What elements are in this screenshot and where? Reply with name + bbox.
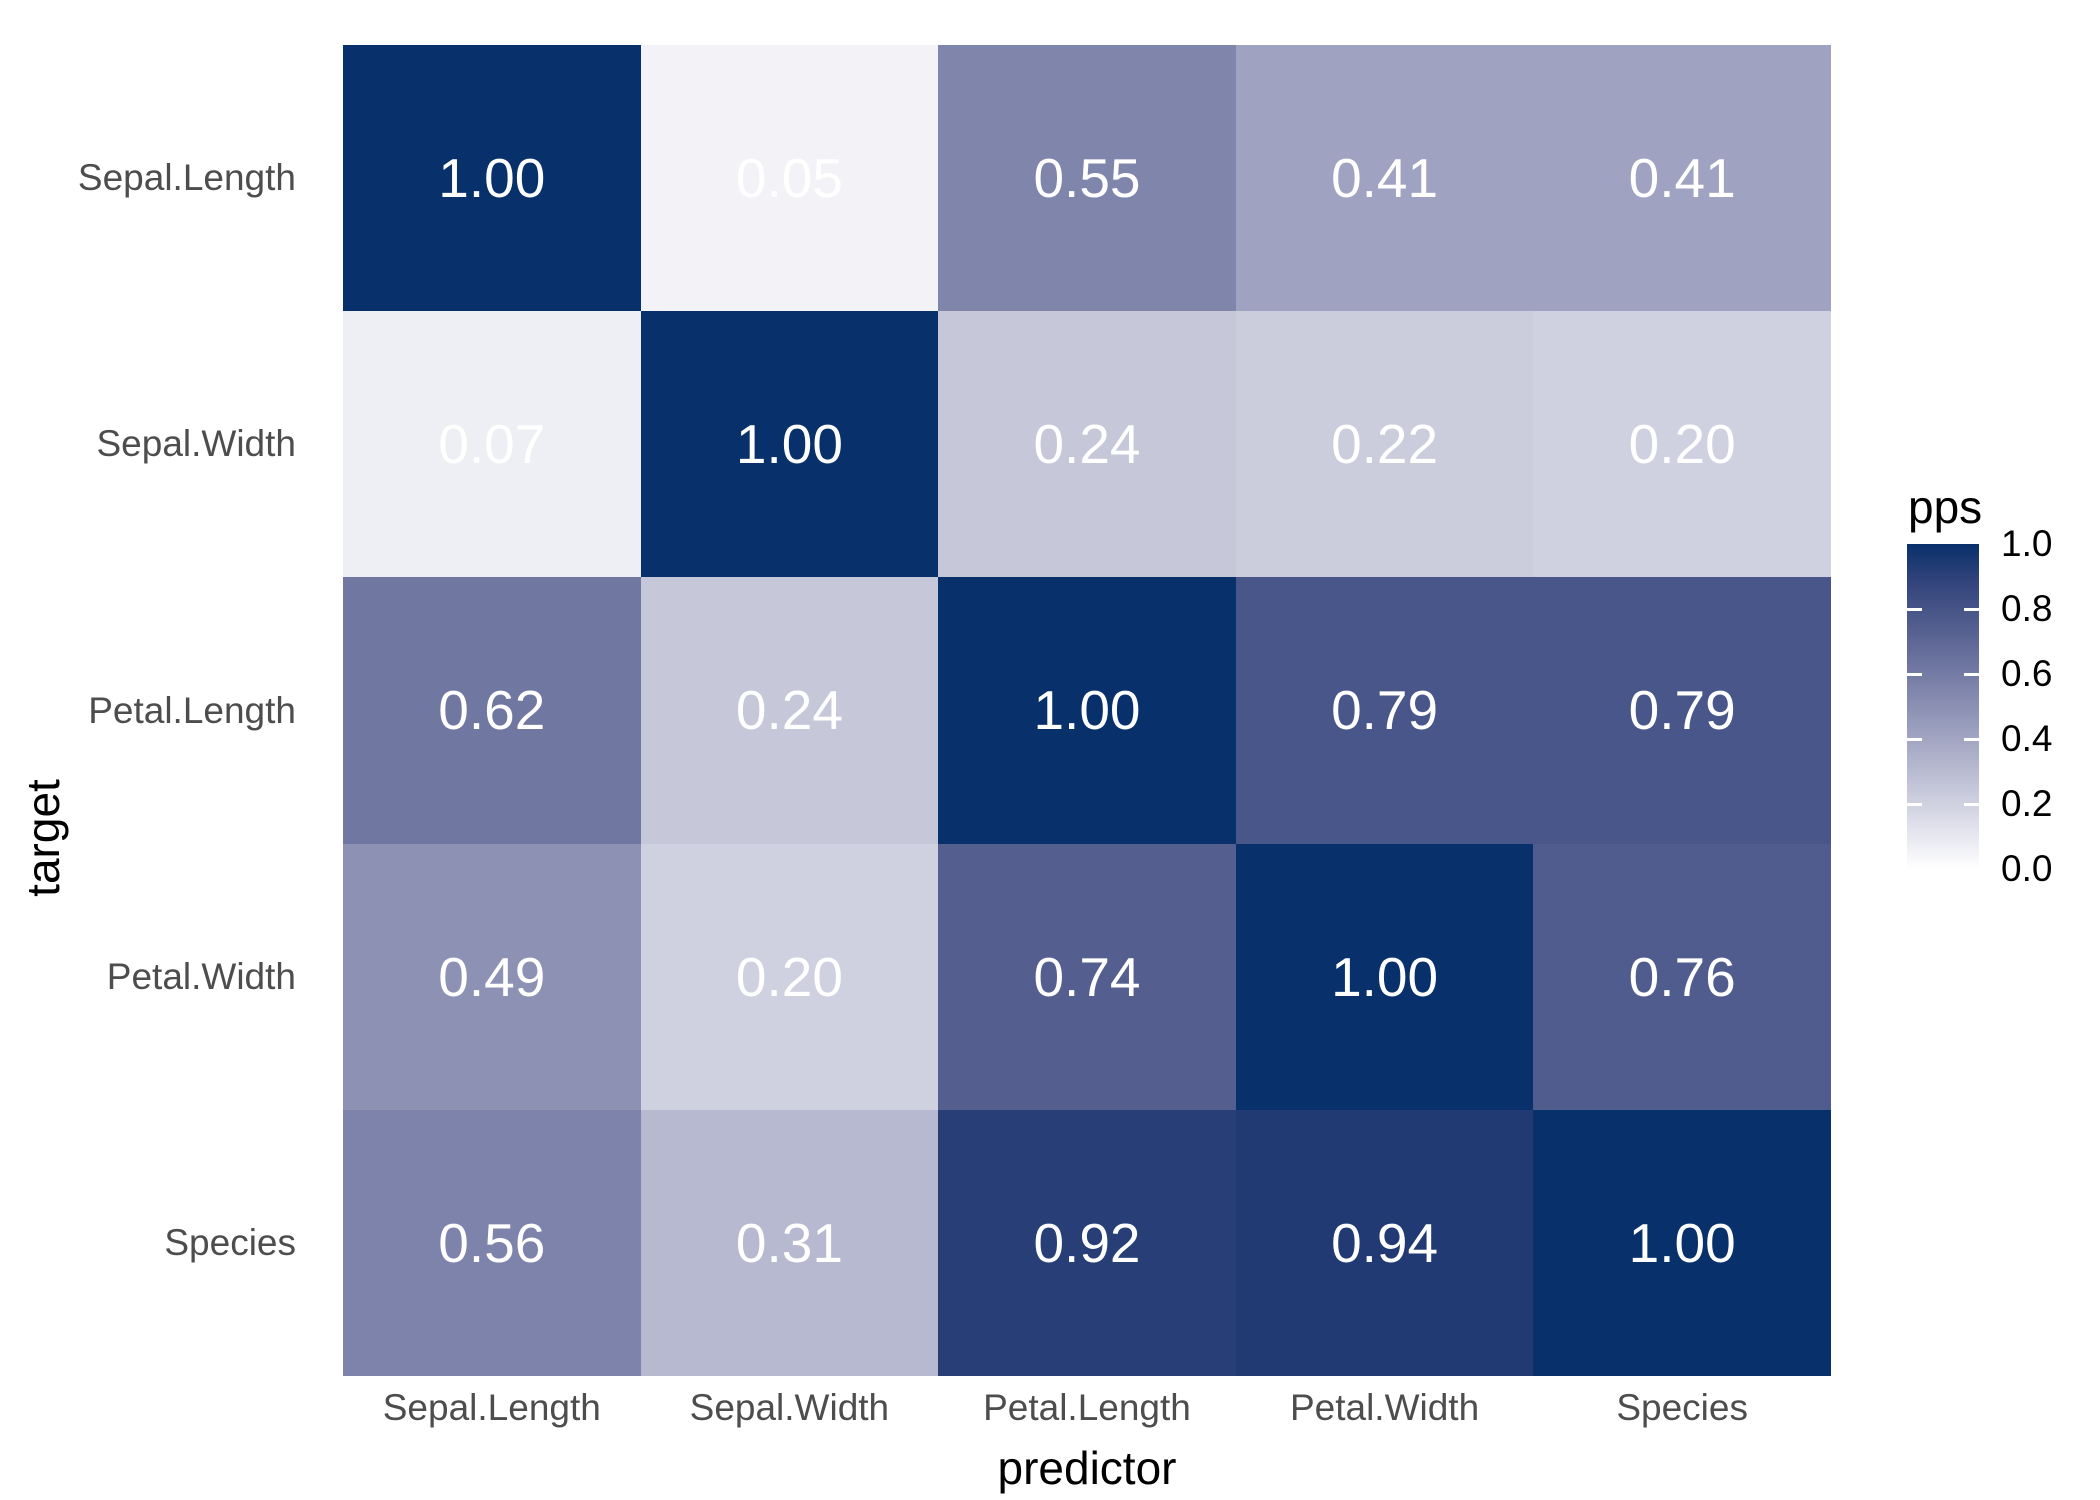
cell-value: 0.07 [438, 413, 546, 476]
heatmap-cell: 0.56 [343, 1109, 641, 1376]
heatmap-cell: 0.79 [1533, 577, 1831, 844]
heatmap-cell: 0.20 [640, 843, 939, 1110]
heatmap-cell: 0.05 [640, 45, 939, 312]
cell-value: 0.24 [1033, 413, 1141, 476]
cell-value: 0.41 [1331, 147, 1439, 210]
cell-value: 0.56 [438, 1211, 546, 1274]
heatmap-cell: 0.55 [938, 45, 1236, 312]
cell-value: 1.00 [735, 413, 843, 476]
heatmap-cell: 0.22 [1235, 311, 1534, 578]
row-label: Species [164, 1221, 296, 1263]
heatmap-cell: 0.94 [1235, 1109, 1534, 1376]
cell-value: 0.49 [438, 945, 546, 1008]
legend-title: pps [1908, 481, 1983, 533]
heatmap-grid: 1.00 0.05 0.55 0.41 0.41 0.07 1.00 0.24 0.22 0.20… [343, 45, 1831, 1376]
col-label: Petal.Length [983, 1387, 1191, 1428]
legend-tick-mark [1964, 737, 1979, 741]
heatmap-cell: 0.76 [1533, 843, 1831, 1110]
heatmap-cell: 0.41 [1533, 45, 1831, 312]
legend-tick-mark [1964, 802, 1979, 806]
legend-tick-mark [1964, 672, 1979, 676]
heatmap-cell: 0.24 [938, 311, 1236, 578]
heatmap-cell: 0.49 [343, 843, 641, 1110]
cell-value: 0.79 [1331, 679, 1439, 742]
heatmap-cell: 1.00 [1533, 1109, 1831, 1376]
heatmap-cell: 1.00 [343, 45, 641, 312]
cell-value: 0.41 [1628, 147, 1736, 210]
cell-value: 0.94 [1331, 1211, 1439, 1274]
col-label: Sepal.Length [382, 1387, 601, 1428]
heatmap-cell: 1.00 [1235, 843, 1534, 1110]
legend-tick-label: 0.4 [2001, 718, 2053, 759]
col-label: Sepal.Width [689, 1387, 890, 1428]
col-label: Species [1616, 1387, 1748, 1428]
cell-value: 1.00 [438, 147, 546, 210]
legend-tick-label: 1.0 [2001, 523, 2053, 564]
x-axis-title: predictor [997, 1442, 1177, 1494]
cell-value: 0.55 [1033, 147, 1141, 210]
cell-value: 0.20 [1628, 413, 1736, 476]
row-label: Petal.Length [88, 689, 296, 731]
cell-value: 1.00 [1033, 679, 1141, 742]
heatmap-cell: 1.00 [640, 311, 939, 578]
row-label: Sepal.Width [96, 423, 297, 465]
cell-value: 0.31 [735, 1211, 843, 1274]
heatmap-cell: 0.79 [1235, 577, 1534, 844]
heatmap-cell: 0.92 [938, 1109, 1236, 1376]
cell-value: 0.79 [1628, 679, 1736, 742]
col-label: Petal.Width [1289, 1387, 1480, 1428]
cell-value: 0.62 [438, 679, 546, 742]
heatmap-cell: 0.74 [938, 843, 1236, 1110]
cell-value: 1.00 [1331, 945, 1439, 1008]
legend-tick-mark [1907, 802, 1922, 806]
legend-tick-label: 0.6 [2001, 653, 2053, 694]
legend-tick-mark [1907, 672, 1922, 676]
legend-tick-label: 0.2 [2001, 783, 2053, 824]
legend-tick-mark [1964, 607, 1979, 611]
heatmap-cell: 0.07 [343, 311, 641, 578]
heatmap-cell: 0.20 [1533, 311, 1831, 578]
cell-value: 0.92 [1033, 1211, 1141, 1274]
legend-tick-label: 0.8 [2001, 588, 2053, 629]
cell-value: 1.00 [1628, 1211, 1736, 1274]
legend-tick-mark [1907, 737, 1922, 741]
heatmap-cell: 0.62 [343, 577, 641, 844]
row-label: Sepal.Length [77, 157, 296, 199]
cell-value: 0.20 [735, 945, 843, 1008]
cell-value: 0.05 [735, 147, 843, 210]
heatmap-cell: 0.31 [640, 1109, 939, 1376]
heatmap-cell: 1.00 [938, 577, 1236, 844]
heatmap-cell: 0.24 [640, 577, 939, 844]
row-labels: Sepal.Length Sepal.Width Petal.Length Petal… [0, 45, 300, 1376]
cell-value: 0.22 [1331, 413, 1439, 476]
row-label: Petal.Width [106, 955, 296, 997]
cell-value: 0.74 [1033, 945, 1141, 1008]
col-labels: Sepal.Length Sepal.Width Petal.Length Petal… [343, 1385, 1831, 1431]
cell-value: 0.24 [735, 679, 843, 742]
heatmap-cell: 0.41 [1235, 45, 1534, 312]
cell-value: 0.76 [1628, 945, 1736, 1008]
legend-tick-label: 0.0 [2001, 848, 2053, 889]
legend-gradient-bar [1907, 544, 1979, 869]
legend-tick-mark [1907, 607, 1922, 611]
